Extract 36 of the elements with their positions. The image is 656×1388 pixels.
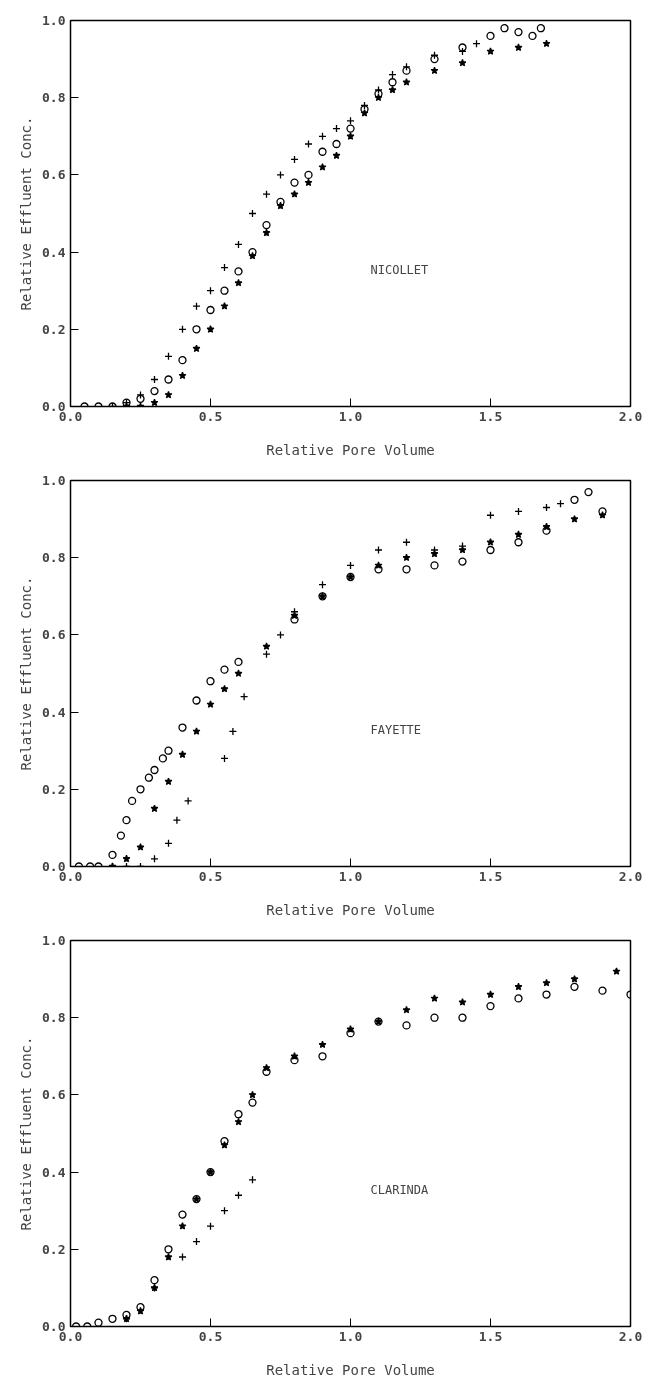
y-tick-label: 0.4 bbox=[42, 1164, 66, 1180]
x-tick-label: 0.5 bbox=[198, 868, 223, 884]
y-tick-label: 0.6 bbox=[42, 1087, 66, 1103]
y-tick-label: 0.2 bbox=[42, 1241, 66, 1257]
y-tick-label: 0.2 bbox=[42, 781, 66, 797]
x-axis-title: Relative Pore Volume bbox=[266, 441, 435, 458]
x-tick-label: 1.0 bbox=[338, 1328, 363, 1344]
x-tick-label: 1.0 bbox=[338, 868, 363, 884]
x-tick-label: 0.5 bbox=[198, 408, 223, 424]
y-tick-label: 0.8 bbox=[42, 90, 66, 106]
x-tick-label: 2.0 bbox=[618, 408, 643, 424]
x-axis-title: Relative Pore Volume bbox=[266, 1361, 435, 1378]
x-tick-label: 1.0 bbox=[338, 408, 363, 424]
x-tick-label: 0.5 bbox=[198, 1328, 223, 1344]
y-axis-title: Relative Effluent Conc. bbox=[18, 576, 35, 771]
annotation: NICOLLET bbox=[370, 262, 429, 277]
x-tick-label: 2.0 bbox=[618, 1328, 643, 1344]
y-tick-label: 1.0 bbox=[42, 933, 66, 948]
y-axis-title: Relative Effluent Conc. bbox=[18, 1036, 35, 1231]
y-tick-label: 1.0 bbox=[42, 13, 66, 28]
y-tick-label: 0.8 bbox=[42, 1010, 66, 1026]
x-tick-label: 2.0 bbox=[618, 868, 643, 884]
annotation: FAYETTE bbox=[370, 722, 422, 737]
x-tick-label: 1.5 bbox=[478, 868, 503, 884]
y-tick-label: 0.2 bbox=[42, 321, 66, 337]
y-tick-label: 0.4 bbox=[42, 704, 66, 720]
y-axis-title: Relative Effluent Conc. bbox=[18, 116, 35, 311]
y-tick-label: 1.0 bbox=[42, 473, 66, 488]
y-tick-label: 0.6 bbox=[42, 627, 66, 643]
y-tick-label: 0.6 bbox=[42, 167, 66, 183]
y-tick-label: 0.4 bbox=[42, 244, 66, 260]
annotation: CLARINDA bbox=[370, 1182, 430, 1197]
x-tick-label: 1.5 bbox=[478, 1328, 503, 1344]
x-axis-title: Relative Pore Volume bbox=[266, 901, 435, 918]
y-tick-label: 0.8 bbox=[42, 550, 66, 566]
x-tick-label: 1.5 bbox=[478, 408, 503, 424]
